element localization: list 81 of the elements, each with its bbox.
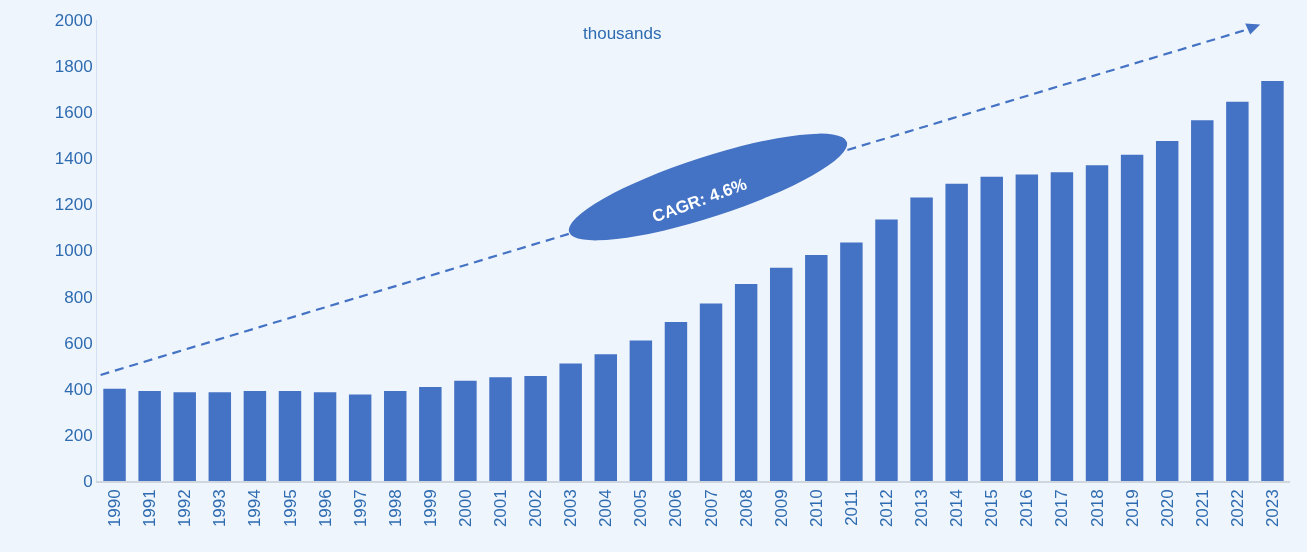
x-tick-label: 1990 bbox=[105, 489, 125, 528]
y-tick-label: 400 bbox=[64, 379, 93, 399]
bar bbox=[419, 386, 442, 481]
bar bbox=[1155, 141, 1179, 481]
y-tick-label: 600 bbox=[64, 333, 93, 353]
bar bbox=[103, 388, 126, 481]
bar bbox=[313, 392, 337, 481]
bar bbox=[1226, 101, 1249, 481]
x-tick-label: 1997 bbox=[350, 489, 370, 528]
x-tick-label: 1993 bbox=[210, 489, 230, 528]
bar bbox=[1085, 165, 1109, 481]
bar bbox=[629, 340, 653, 481]
bar bbox=[243, 391, 267, 481]
annotation: thousands bbox=[583, 24, 662, 43]
x-tick-label: 1991 bbox=[140, 489, 160, 528]
x-tick-label: 2001 bbox=[491, 489, 511, 528]
bar bbox=[208, 392, 232, 481]
bar bbox=[594, 354, 618, 481]
bar bbox=[910, 197, 933, 481]
bar bbox=[559, 363, 582, 481]
bar bbox=[1191, 120, 1214, 481]
x-tick-label: 2021 bbox=[1192, 489, 1212, 528]
x-tick-label: 2016 bbox=[1017, 489, 1037, 528]
x-tick-label: 2019 bbox=[1122, 489, 1142, 528]
x-tick-label: 2015 bbox=[982, 489, 1002, 528]
y-tick-label: 1000 bbox=[54, 241, 93, 261]
x-tick-label: 1994 bbox=[245, 489, 265, 528]
y-tick-label: 0 bbox=[83, 471, 93, 491]
x-tick-label: 2004 bbox=[596, 489, 616, 528]
bar bbox=[1050, 172, 1074, 481]
bar bbox=[664, 321, 688, 481]
bar bbox=[840, 242, 863, 481]
bar bbox=[348, 394, 372, 481]
bar bbox=[945, 183, 968, 481]
bar bbox=[1120, 154, 1144, 481]
bar bbox=[454, 380, 477, 481]
y-tick-label: 1400 bbox=[54, 149, 93, 169]
x-tick-label: 2005 bbox=[631, 489, 651, 528]
x-tick-label: 2012 bbox=[877, 489, 897, 528]
bar bbox=[524, 376, 547, 481]
x-tick-label: 2010 bbox=[806, 489, 826, 528]
x-tick-label: 1992 bbox=[175, 489, 195, 528]
bar bbox=[1261, 81, 1284, 481]
bar bbox=[489, 377, 512, 481]
bar bbox=[384, 391, 407, 481]
bar bbox=[734, 283, 758, 481]
annotation: CAGR: 4.6% bbox=[649, 174, 750, 227]
y-tick-label: 1800 bbox=[54, 57, 93, 77]
y-tick-label: 1200 bbox=[54, 195, 93, 215]
y-tick-label: 800 bbox=[64, 287, 93, 307]
x-tick-label: 2003 bbox=[561, 489, 581, 528]
x-tick-label: 2017 bbox=[1052, 489, 1072, 528]
bar bbox=[769, 267, 793, 481]
x-tick-label: 2007 bbox=[701, 489, 721, 528]
x-tick-label: 2008 bbox=[736, 489, 756, 528]
x-tick-label: 1996 bbox=[315, 489, 335, 528]
bar bbox=[875, 219, 898, 481]
y-tick-label: 2000 bbox=[54, 10, 93, 30]
y-tick-label: 200 bbox=[64, 425, 93, 445]
x-tick-label: 1995 bbox=[280, 489, 300, 528]
x-tick-label: 2011 bbox=[841, 489, 861, 526]
x-tick-label: 1999 bbox=[420, 489, 440, 528]
x-tick-label: 2002 bbox=[526, 489, 546, 528]
bar bbox=[699, 303, 723, 481]
x-tick-label: 2000 bbox=[455, 489, 475, 528]
x-tick-label: 2013 bbox=[912, 489, 932, 528]
x-tick-label: 2009 bbox=[771, 489, 791, 528]
x-tick-label: 1998 bbox=[385, 489, 405, 528]
bar bbox=[805, 255, 828, 481]
bar bbox=[138, 391, 161, 481]
x-tick-label: 2018 bbox=[1087, 489, 1107, 528]
y-tick-label: 1600 bbox=[54, 103, 93, 123]
bar bbox=[173, 392, 196, 481]
bar bbox=[1015, 174, 1039, 481]
x-tick-label: 2006 bbox=[666, 489, 686, 528]
bar bbox=[980, 176, 1003, 481]
x-tick-label: 2022 bbox=[1227, 489, 1247, 528]
x-tick-label: 2014 bbox=[947, 489, 967, 528]
bar bbox=[278, 391, 302, 481]
x-tick-label: 2020 bbox=[1157, 489, 1177, 528]
x-tick-label: 2023 bbox=[1262, 489, 1282, 528]
